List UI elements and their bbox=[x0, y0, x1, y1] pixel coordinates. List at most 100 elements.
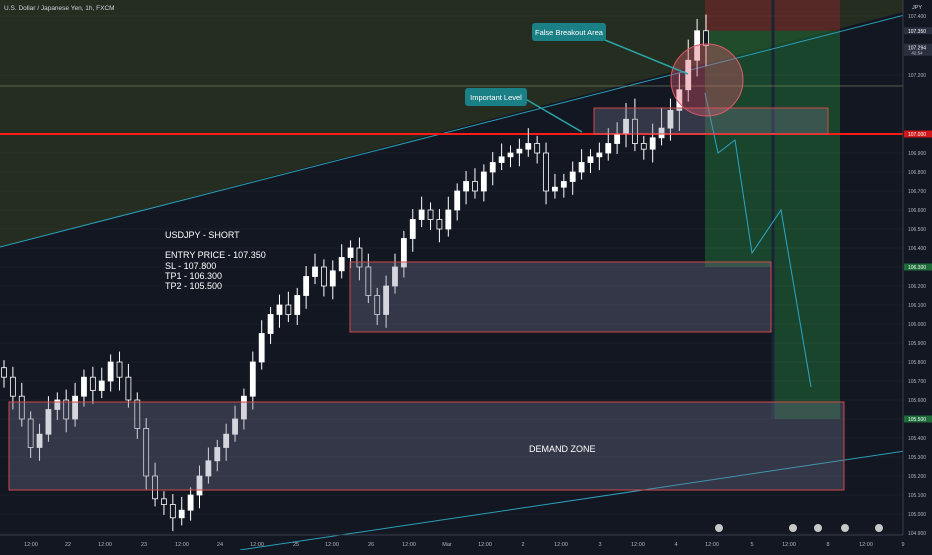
candle-body bbox=[107, 361, 114, 382]
candle-body bbox=[632, 118, 638, 144]
false-breakout-callout bbox=[532, 23, 606, 41]
candle-body bbox=[498, 156, 505, 163]
candle-body bbox=[320, 266, 327, 287]
candle-body bbox=[116, 361, 123, 378]
price-badge-label: 107.350 bbox=[908, 29, 926, 35]
time-tick-label: 12:00 bbox=[250, 542, 264, 548]
candle-body bbox=[27, 418, 34, 448]
time-tick-label: Mar bbox=[442, 542, 452, 548]
candle-body bbox=[36, 433, 43, 448]
price-tick-label: 106.000 bbox=[908, 322, 926, 328]
time-tick-label: 25 bbox=[293, 542, 299, 548]
trade-tp2: TP2 - 105.500 bbox=[165, 281, 222, 291]
price-tick-label: 105.200 bbox=[908, 474, 926, 480]
candle-body bbox=[543, 152, 549, 192]
replay-icon[interactable] bbox=[715, 524, 723, 532]
time-tick-label: 12:00 bbox=[175, 542, 189, 548]
price-tick-label: 105.800 bbox=[908, 360, 926, 366]
candle-body bbox=[232, 418, 238, 435]
price-tick-label: 104.900 bbox=[908, 531, 926, 537]
candle-body bbox=[45, 409, 52, 435]
candle-body bbox=[463, 181, 469, 192]
candle-body bbox=[347, 247, 354, 258]
candle-body bbox=[605, 143, 612, 154]
candle-body bbox=[480, 171, 487, 192]
candle-body bbox=[614, 133, 621, 144]
time-axis[interactable]: 12:00 22 12:00 23 12:00 24 12:00 25 12:00 26 12:00… bbox=[24, 542, 904, 548]
candle-body bbox=[54, 399, 61, 410]
price-tick-label: 106.100 bbox=[908, 303, 926, 309]
false-breakout-label: False Breakout Area bbox=[535, 28, 604, 37]
candle-body bbox=[338, 257, 345, 272]
trade-sl: SL - 107.800 bbox=[165, 261, 216, 271]
calendar-icon[interactable] bbox=[789, 524, 797, 532]
time-tick-label: 3 bbox=[598, 542, 601, 548]
candle-body bbox=[400, 238, 407, 268]
time-tick-label: 12:00 bbox=[631, 542, 645, 548]
candle-body bbox=[267, 314, 274, 334]
price-tick-label: 106.700 bbox=[908, 189, 926, 195]
candle-body bbox=[587, 156, 594, 163]
candle-body bbox=[560, 181, 567, 188]
time-tick-label: 12:00 bbox=[325, 542, 339, 548]
candle-body bbox=[161, 498, 167, 505]
currency-label: JPY bbox=[912, 5, 922, 11]
candle-body bbox=[285, 304, 292, 315]
candle-body bbox=[196, 475, 203, 496]
candle-body bbox=[578, 162, 585, 173]
candle-body bbox=[534, 143, 541, 154]
price-tick-label: 106.400 bbox=[908, 246, 926, 252]
time-tick-label: 4 bbox=[674, 542, 677, 548]
candle-body bbox=[125, 376, 132, 401]
time-tick-label: 12:00 bbox=[554, 542, 568, 548]
demand-zone-box bbox=[8, 401, 845, 491]
candle-body bbox=[81, 376, 87, 397]
candle-body bbox=[89, 376, 96, 391]
candle-body bbox=[418, 209, 425, 220]
candle-body bbox=[276, 304, 283, 315]
candle-body bbox=[569, 171, 576, 182]
candle-body bbox=[249, 361, 256, 397]
take-profit-2-zone bbox=[773, 30, 840, 419]
price-tick-label: 105.900 bbox=[908, 341, 926, 347]
candle-body bbox=[143, 428, 150, 477]
candle-body bbox=[214, 447, 221, 462]
price-badge-label: 107.294 bbox=[908, 45, 926, 51]
price-badge-label: 106.300 bbox=[908, 265, 926, 271]
time-tick-label: 12:00 bbox=[705, 542, 719, 548]
candle-body bbox=[241, 395, 247, 420]
false-breakout-circle bbox=[670, 43, 744, 117]
upper-channel-zone bbox=[0, 0, 903, 247]
candle-body bbox=[1, 367, 7, 378]
time-tick-label: 12:00 bbox=[478, 542, 492, 548]
earnings-icon[interactable] bbox=[875, 524, 883, 532]
price-axis[interactable] bbox=[903, 0, 932, 550]
candle-body bbox=[329, 270, 336, 287]
price-badge bbox=[904, 263, 932, 271]
candle-body bbox=[9, 376, 16, 397]
time-tick-label: 12:00 bbox=[859, 542, 873, 548]
time-tick-label: 22 bbox=[65, 542, 71, 548]
time-tick-label: 12:00 bbox=[782, 542, 796, 548]
price-badge bbox=[904, 415, 932, 423]
candle-body bbox=[312, 266, 318, 277]
time-tick-label: 24 bbox=[217, 542, 223, 548]
time-tick-label: 12:00 bbox=[98, 542, 112, 548]
price-tick-label: 106.200 bbox=[908, 284, 926, 290]
false-breakout-pointer bbox=[599, 37, 689, 75]
candle-body bbox=[169, 504, 176, 519]
price-badge-label: 105.500 bbox=[908, 417, 926, 423]
event-icon[interactable] bbox=[814, 524, 822, 532]
dividend-icon[interactable] bbox=[841, 524, 849, 532]
candle-body bbox=[667, 110, 674, 129]
symbol-header: U.S. Dollar / Japanese Yen, 1h, FXCM bbox=[4, 5, 115, 12]
price-tick-label: 106.600 bbox=[908, 208, 926, 214]
important-level-label: Important Level bbox=[470, 93, 522, 102]
candle-body bbox=[525, 143, 532, 150]
candle-body bbox=[703, 30, 709, 46]
price-tick-label: 105.100 bbox=[908, 493, 926, 499]
candle-body bbox=[134, 399, 141, 429]
candle-body bbox=[178, 509, 185, 519]
important-level-callout bbox=[465, 88, 527, 106]
